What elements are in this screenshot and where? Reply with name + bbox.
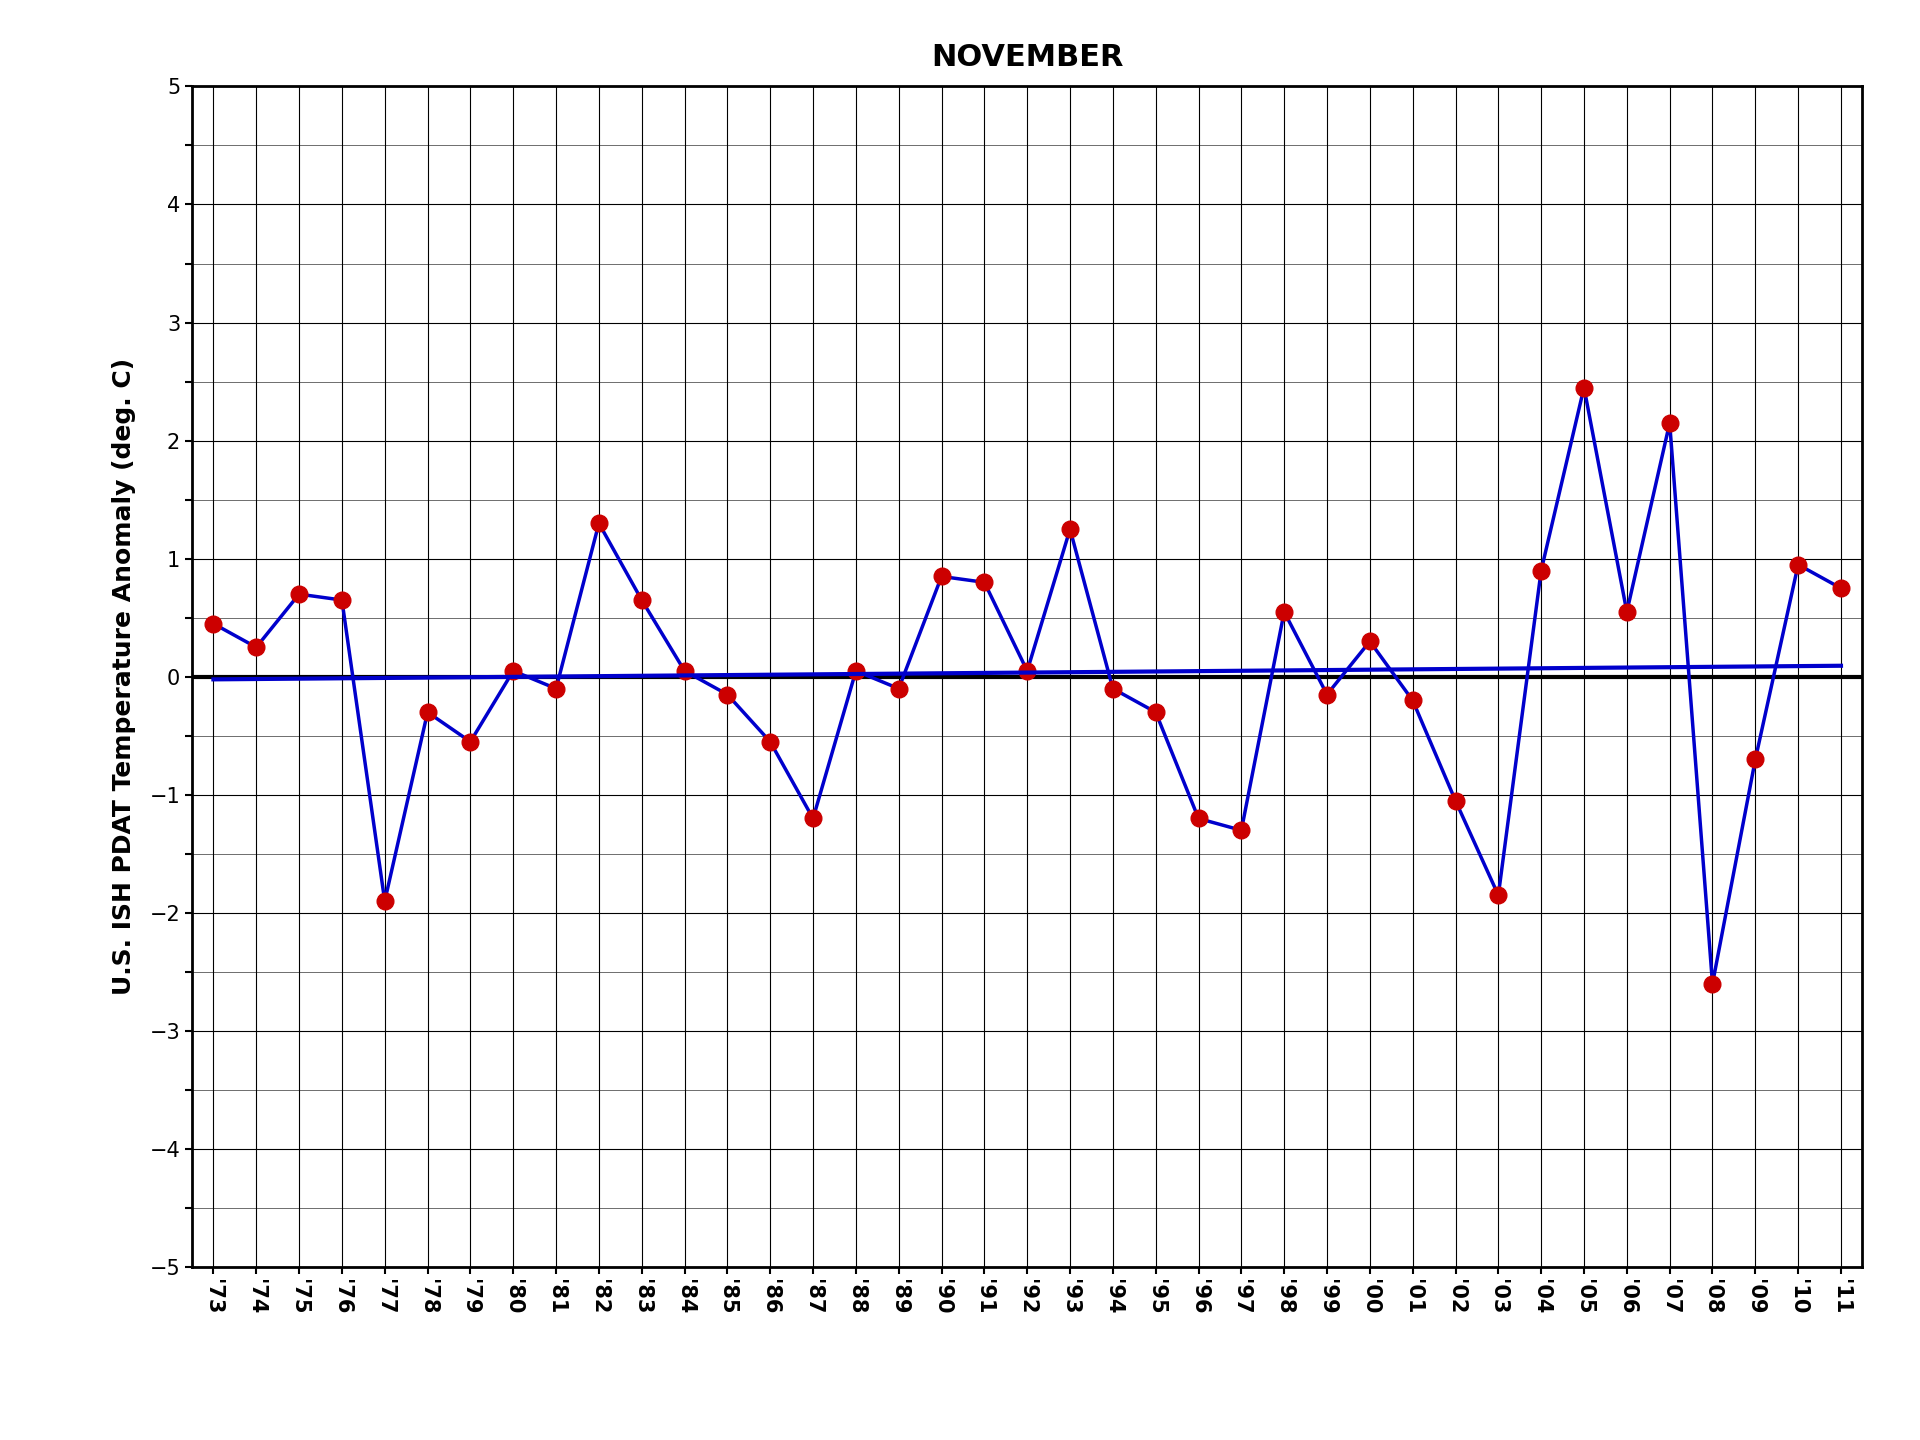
Title: NOVEMBER: NOVEMBER — [931, 43, 1123, 72]
Y-axis label: U.S. ISH PDAT Temperature Anomaly (deg. C): U.S. ISH PDAT Temperature Anomaly (deg. … — [111, 359, 136, 995]
